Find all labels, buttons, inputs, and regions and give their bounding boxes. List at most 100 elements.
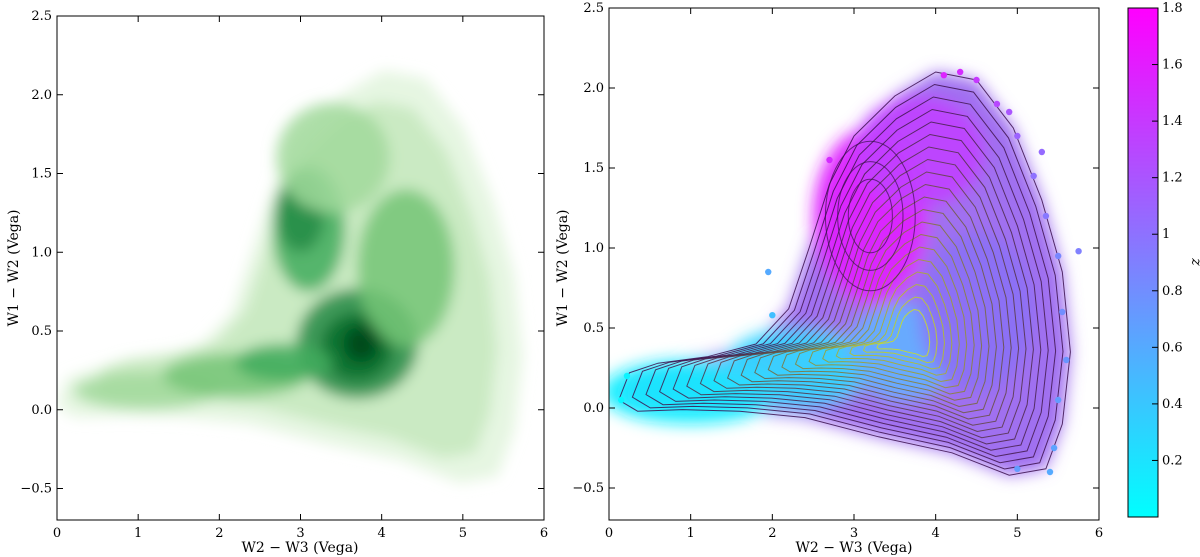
contour-line	[781, 221, 983, 401]
contour-line	[726, 171, 1012, 426]
right-x-axis: 0 1 2 3 4 5 6	[605, 8, 1103, 541]
contour-line	[767, 208, 990, 408]
right-y-axis: −0.5 0.0 0.5 1.0 1.5 2.0 2.5	[572, 1, 1099, 496]
left-x-tick-label: 6	[540, 526, 548, 541]
scatter-point	[1050, 444, 1058, 452]
scatter-point	[956, 68, 964, 76]
colorbar-tick-label: 0.6	[1162, 340, 1183, 355]
contour-line-upper-lobe	[824, 140, 916, 292]
contour-line	[699, 146, 1027, 439]
right-y-tick-label: 1.0	[583, 241, 604, 256]
scatter-point	[1014, 132, 1021, 140]
colorbar-label: z	[1188, 257, 1200, 266]
colorbar: 0.2 0.4 0.6 0.8 1 1.2 1.4 1.6 1.8 z	[1127, 1, 1200, 518]
right-panel: 0 1 2 3 4 5 6 −0.5 0.0 0.5 1.0 1.5 2.0 2.5 W2 − W3 (…	[555, 1, 1103, 556]
contour-line	[713, 158, 1020, 433]
colorbar-tick-label: 1.2	[1162, 171, 1183, 186]
contour-line-upper-lobe	[837, 161, 904, 271]
contour-line	[754, 196, 997, 414]
density-blob	[357, 189, 455, 347]
colorbar-tick-label: 1.8	[1162, 1, 1183, 16]
colorbar-tick-label: 0.8	[1162, 284, 1183, 299]
right-y-axis-label: W1 − W2 (Vega)	[555, 209, 571, 326]
scatter-point	[1046, 468, 1054, 476]
contour-line	[835, 271, 953, 376]
left-x-tick-label: 1	[134, 526, 142, 541]
left-y-tick-label: 2.5	[31, 9, 52, 24]
colorbar-tick-label: 1.6	[1162, 58, 1183, 73]
redshift-colored-scatter	[609, 72, 1071, 476]
left-x-tick-label: 5	[459, 526, 467, 541]
left-x-tick-label: 2	[215, 526, 223, 541]
right-y-tick-label: 0.0	[583, 401, 604, 416]
left-x-axis-label: W2 − W3 (Vega)	[241, 540, 358, 556]
redshift-blob	[919, 232, 1034, 392]
left-panel: 0 1 2 3 4 5 6 −0.5 0.0 0.5 1.0 1.5 2.0 2.5 W2 − W3 (…	[6, 9, 548, 556]
contour-line	[658, 108, 1049, 458]
scatter-point	[618, 396, 625, 404]
left-y-tick-label: 1.5	[31, 167, 52, 182]
left-x-axis: 0 1 2 3 4 5 6	[53, 16, 548, 541]
scatter-point	[765, 268, 772, 276]
right-y-tick-label: 2.0	[583, 81, 604, 96]
contour-line	[645, 96, 1057, 464]
colorbar-gradient	[1127, 7, 1159, 518]
colorbar-tick-label: 0.4	[1162, 397, 1183, 412]
scatter-point	[1054, 252, 1062, 260]
hexbin-density	[57, 70, 523, 483]
left-x-tick-label: 4	[378, 526, 386, 541]
right-x-tick-label: 3	[850, 526, 858, 541]
left-y-tick-label: 1.0	[31, 245, 52, 260]
left-y-axis-label: W1 − W2 (Vega)	[6, 209, 22, 326]
scatter-point	[1042, 212, 1050, 220]
right-y-tick-label: 1.5	[583, 161, 604, 176]
colorbar-tick-label: 0.2	[1162, 453, 1183, 468]
left-y-tick-label: −0.5	[20, 482, 52, 497]
colorbar-ticks: 0.2 0.4 0.6 0.8 1 1.2 1.4 1.6 1.8	[1152, 1, 1183, 468]
scatter-point	[993, 100, 1001, 108]
scatter-point	[623, 372, 631, 380]
right-x-tick-label: 5	[1013, 526, 1021, 541]
contour-line	[631, 83, 1064, 470]
contour-line	[618, 71, 1071, 476]
scatter-point	[1075, 248, 1082, 255]
scatter-point	[940, 72, 948, 79]
contour-line	[822, 258, 960, 383]
contour-line	[794, 233, 975, 395]
outlier-points	[618, 68, 1082, 476]
colorbar-tick-label: 1.4	[1162, 114, 1183, 129]
contour-line	[808, 246, 968, 389]
scatter-point	[973, 76, 980, 84]
left-x-tick-label: 3	[296, 526, 304, 541]
scatter-point	[1054, 396, 1062, 404]
density-blob	[235, 343, 333, 382]
left-y-tick-label: 2.0	[31, 88, 52, 103]
density-blob	[276, 102, 390, 213]
right-y-tick-label: −0.5	[572, 481, 604, 496]
scatter-point	[1038, 148, 1046, 156]
scatter-point	[1014, 465, 1021, 472]
contour-line	[876, 308, 931, 358]
right-y-tick-label: 0.5	[583, 321, 604, 336]
density-contours	[618, 71, 1071, 476]
left-y-axis: −0.5 0.0 0.5 1.0 1.5 2.0 2.5	[20, 9, 544, 497]
left-y-tick-label: 0.0	[31, 403, 52, 418]
scatter-point	[826, 156, 833, 164]
scatter-point	[769, 312, 776, 319]
density-field	[57, 70, 523, 483]
contour-line-upper-lobe	[847, 178, 893, 254]
contour-line	[740, 183, 1005, 420]
right-x-tick-label: 1	[687, 526, 695, 541]
right-x-tick-label: 2	[768, 526, 776, 541]
density-blob	[343, 324, 380, 363]
contour-line	[686, 133, 1034, 445]
contour-line	[672, 121, 1042, 451]
left-y-tick-label: 0.5	[31, 324, 52, 339]
right-y-tick-label: 2.5	[583, 1, 604, 16]
scatter-point	[1063, 356, 1070, 364]
right-x-axis-label: W2 − W3 (Vega)	[795, 540, 912, 556]
colorbar-tick-label: 1	[1162, 227, 1170, 242]
right-x-tick-label: 0	[605, 526, 613, 541]
scatter-point	[1059, 308, 1066, 316]
